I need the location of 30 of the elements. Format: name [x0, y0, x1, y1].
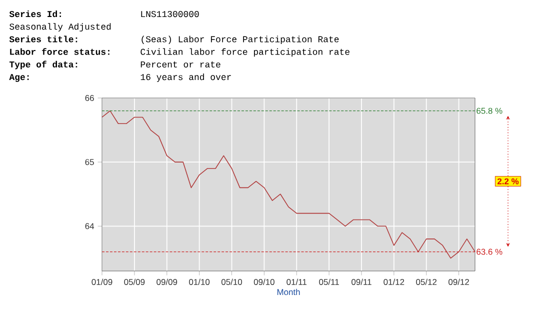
x-tick-label: 01/09 — [92, 278, 112, 285]
x-tick-label: 05/09 — [124, 278, 145, 285]
x-axis-title: Month — [277, 288, 300, 296]
text: Civilian labor force participation rate — [140, 48, 350, 57]
y-tick-label: 64 — [85, 223, 94, 230]
text: Percent or rate — [140, 61, 220, 68]
text: Labor force status: — [10, 48, 110, 55]
text: (Seas) Labor Force Participation Rate — [142, 36, 339, 44]
x-tick-label: 05/10 — [221, 278, 242, 285]
x-tick-label: 01/11 — [286, 278, 306, 285]
text: 16 years and over — [140, 74, 231, 82]
text: LNS11300000 — [141, 11, 199, 18]
text: Series Id: — [9, 10, 61, 18]
x-tick-label: 05/11 — [319, 278, 339, 285]
text: Type of data: — [9, 60, 78, 70]
x-tick-label: 01/12 — [384, 278, 404, 285]
y-tick-label: 65 — [85, 159, 94, 166]
text: 2.2 % — [497, 178, 519, 184]
text: Age: — [9, 74, 29, 82]
text: Seasonally Adjusted — [10, 23, 111, 32]
x-tick-label: 05/12 — [416, 278, 437, 285]
ref-line-label: 65.8 % — [476, 108, 502, 114]
x-tick-label: 09/10 — [254, 278, 274, 285]
x-tick-label: 01/10 — [189, 278, 210, 285]
text: Series title: — [9, 36, 78, 42]
x-tick-label: 09/09 — [156, 278, 178, 285]
y-tick-label: 66 — [85, 95, 94, 101]
x-tick-label: 09/12 — [448, 278, 469, 285]
x-tick-label: 09/11 — [352, 278, 372, 285]
ref-line-label: 63.6 % — [476, 248, 502, 255]
